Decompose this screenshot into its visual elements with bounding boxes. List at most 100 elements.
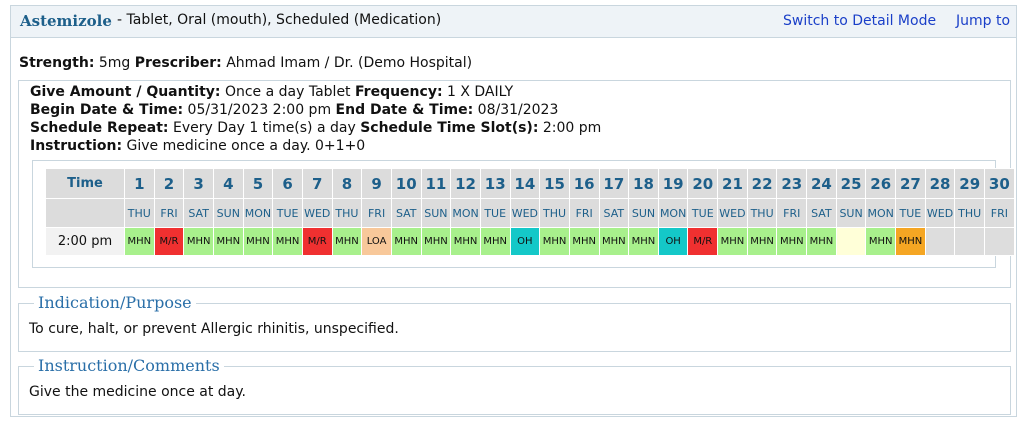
weekday: THU — [124, 198, 155, 228]
jump-link[interactable]: Jump to — [956, 13, 1011, 29]
status-cell: MHN — [806, 227, 837, 256]
day-number: 30 — [984, 168, 1015, 199]
weekday: TUE — [687, 198, 719, 228]
day-number: 2 — [153, 168, 185, 199]
status-cell: MHN — [331, 227, 363, 256]
detail-line: Give Amount / Quantity: Once a day Table… — [30, 83, 601, 101]
day-row: Time 1 2 3 4 5 6 7 8 9 10 11 12 13 14 15 16 17 18 19 20 21 22 2… — [45, 168, 1015, 199]
weekday: MON — [242, 198, 274, 228]
weekday: THU — [539, 198, 570, 228]
weekday: SUN — [420, 198, 452, 228]
weekday: FRI — [776, 198, 808, 228]
day-number: 14 — [509, 168, 541, 199]
weekday: WED — [301, 198, 333, 228]
day-number: 12 — [450, 168, 481, 199]
status-cell — [924, 227, 956, 256]
weekday: THU — [954, 198, 986, 228]
day-number: 6 — [272, 168, 303, 199]
weekday: MON — [865, 198, 897, 228]
weekday: FRI — [153, 198, 185, 228]
detail-label: Frequency: — [355, 84, 443, 100]
day-number: 24 — [806, 168, 837, 199]
day-number: 27 — [895, 168, 926, 199]
status-cell — [954, 227, 986, 256]
day-number: 5 — [242, 168, 274, 199]
weekday: FRI — [984, 198, 1015, 228]
day-number: 29 — [954, 168, 986, 199]
section-title: Indication/Purpose — [34, 293, 196, 312]
weekday: TUE — [479, 198, 511, 228]
detail-line: Instruction: Give medicine once a day. 0… — [30, 137, 601, 155]
status-cell: MHN — [272, 227, 303, 256]
blank-cell — [45, 198, 125, 228]
detail-mode-link[interactable]: Switch to Detail Mode — [783, 13, 937, 29]
weekday-row: THU FRI SAT SUN MON TUE WED THU FRI SAT SUN MON TUE W… — [45, 198, 1015, 228]
status-cell: OH — [657, 227, 689, 256]
status-cell — [984, 227, 1015, 256]
detail-value: 05/31/2023 2:00 pm — [187, 102, 332, 118]
day-number: 9 — [361, 168, 392, 199]
status-cell: M/R — [301, 227, 333, 256]
status-cell: MHN — [242, 227, 274, 256]
day-number: 17 — [598, 168, 630, 199]
drug-description: - Tablet, Oral (mouth), Scheduled (Medic… — [117, 12, 442, 28]
medication-panel — [10, 5, 1017, 417]
summary-label: Strength: — [19, 55, 95, 71]
section-box — [18, 303, 1011, 352]
header-bar — [11, 6, 1016, 38]
detail-value: 2:00 pm — [542, 120, 602, 136]
weekday: THU — [331, 198, 363, 228]
weekday: SUN — [628, 198, 659, 228]
summary-value: Ahmad Imam / Dr. (Demo Hospital) — [226, 55, 473, 71]
summary: Strength: 5mg Prescriber: Ahmad Imam / D… — [19, 55, 472, 71]
weekday: MON — [450, 198, 481, 228]
summary-label: Prescriber: — [134, 55, 222, 71]
day-number: 21 — [717, 168, 748, 199]
detail-label: Schedule Repeat: — [30, 120, 169, 136]
status-cell: MHN — [124, 227, 155, 256]
detail-value: Every Day 1 time(s) a day — [172, 120, 356, 136]
status-cell: M/R — [153, 227, 185, 256]
status-cell: MHN — [776, 227, 808, 256]
detail-value: Once a day Tablet — [224, 84, 351, 100]
detail-value: Give medicine once a day. 0+1+0 — [126, 138, 366, 154]
day-number: 15 — [539, 168, 570, 199]
status-cell: LOA — [361, 227, 392, 256]
day-number: 26 — [865, 168, 897, 199]
day-number: 1 — [124, 168, 155, 199]
weekday: WED — [717, 198, 748, 228]
day-number: 11 — [420, 168, 452, 199]
status-cell: MHN — [479, 227, 511, 256]
summary-value: 5mg — [98, 55, 131, 71]
status-cell — [835, 227, 867, 256]
weekday: WED — [924, 198, 956, 228]
time-row: 2:00 pm MHN M/R MHN MHN MHN MHN M/R MHN LOA MHN MHN… — [45, 227, 1015, 256]
weekday: SUN — [212, 198, 244, 228]
status-cell: MHN — [183, 227, 214, 256]
day-number: 23 — [776, 168, 808, 199]
status-cell: OH — [509, 227, 541, 256]
day-number: 16 — [568, 168, 600, 199]
weekday: SUN — [835, 198, 867, 228]
time-header: Time — [45, 168, 125, 199]
day-number: 10 — [390, 168, 422, 199]
detail-line: Schedule Repeat: Every Day 1 time(s) a d… — [30, 119, 601, 137]
day-number: 28 — [924, 168, 956, 199]
details: Give Amount / Quantity: Once a day Table… — [30, 83, 601, 155]
day-number: 19 — [657, 168, 689, 199]
status-cell: MHN — [212, 227, 244, 256]
day-number: 22 — [746, 168, 778, 199]
status-cell: MHN — [895, 227, 926, 256]
drug-name: Astemizole — [20, 12, 112, 30]
section-text: To cure, halt, or prevent Allergic rhini… — [29, 321, 399, 337]
detail-label: Begin Date & Time: — [30, 102, 184, 118]
weekday: FRI — [361, 198, 392, 228]
weekday: SAT — [598, 198, 630, 228]
status-cell: MHN — [420, 227, 452, 256]
weekday: SAT — [183, 198, 214, 228]
schedule-grid: Time 1 2 3 4 5 6 7 8 9 10 11 12 13 14 15 16 17 18 19 20 21 22 2… — [45, 168, 1015, 256]
day-number: 4 — [212, 168, 244, 199]
status-cell: M/R — [687, 227, 719, 256]
status-cell: MHN — [450, 227, 481, 256]
